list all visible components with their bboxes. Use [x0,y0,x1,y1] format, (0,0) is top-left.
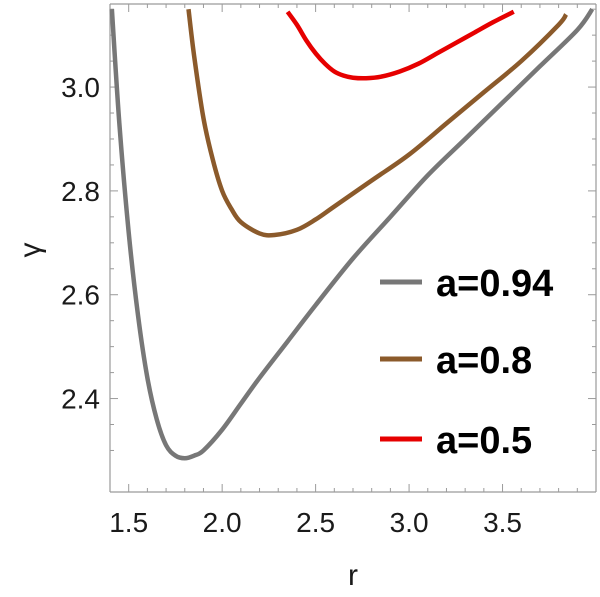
y-tick-label: 2.8 [61,176,100,207]
y-axis-title: γ [14,243,47,258]
y-tick-labels: 2.4 2.6 2.8 3.0 [61,72,100,414]
x-tick-label: 2.0 [203,507,242,538]
x-tick-label: 3.0 [390,507,429,538]
axis-ticks [109,4,596,492]
y-tick-label: 2.6 [61,280,100,311]
x-tick-label: 1.5 [109,507,148,538]
legend-label-a05: a=0.5 [436,420,532,462]
series-line-2 [285,9,515,81]
legend: a=0.94 a=0.8 a=0.5 [380,263,553,462]
y-tick-label: 3.0 [61,72,100,103]
x-tick-labels: 1.5 2.0 2.5 3.0 3.5 [109,507,522,538]
series-line-1 [186,8,569,238]
legend-label-a08: a=0.8 [436,340,532,382]
x-tick-label: 2.5 [296,507,335,538]
y-tick-label: 2.4 [61,384,100,415]
series-line-0 [109,7,595,461]
legend-label-a094: a=0.94 [436,263,553,305]
x-axis-title: r [348,559,358,592]
series-layer [109,7,595,461]
x-tick-label: 3.5 [483,507,522,538]
